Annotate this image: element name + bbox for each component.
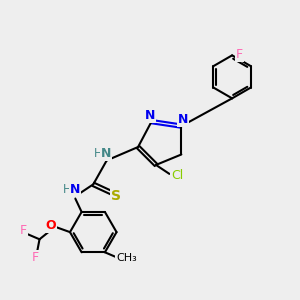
Text: N: N [178,113,188,126]
Text: N: N [145,109,155,122]
Text: F: F [236,48,243,61]
Text: CH₃: CH₃ [116,253,137,263]
Text: H: H [63,183,71,196]
Text: O: O [45,219,56,232]
Text: S: S [111,189,121,203]
Text: F: F [32,251,39,264]
Text: N: N [70,183,80,196]
Text: Cl: Cl [171,169,183,182]
Text: F: F [20,224,27,237]
Text: H: H [94,147,103,161]
Text: N: N [101,147,111,161]
